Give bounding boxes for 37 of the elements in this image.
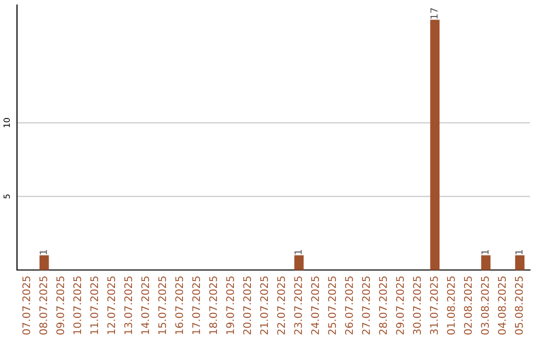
x-tick-label: 08.07.2025 bbox=[39, 276, 48, 335]
x-tick-label: 05.08.2025 bbox=[514, 276, 523, 335]
x-tick-label: 01.08.2025 bbox=[447, 276, 455, 335]
data-label: 1 bbox=[481, 250, 489, 254]
data-label: 1 bbox=[515, 250, 522, 254]
y-tick-label: 5 bbox=[4, 194, 10, 198]
data-label: 1 bbox=[294, 250, 302, 254]
x-tick-label: 14.07.2025 bbox=[141, 276, 150, 334]
x-tick-label: 04.08.2025 bbox=[498, 276, 506, 335]
data-label: 17 bbox=[430, 8, 438, 19]
x-tick-label: 22.07.2025 bbox=[277, 276, 286, 334]
x-tick-label: 15.07.2025 bbox=[158, 276, 166, 334]
x-tick-label: 10.07.2025 bbox=[73, 276, 82, 334]
x-tick-label: 25.07.2025 bbox=[328, 276, 336, 334]
x-tick-label: 19.07.2025 bbox=[226, 276, 234, 334]
x-tick-label: 02.08.2025 bbox=[464, 276, 472, 335]
x-tick-label: 26.07.2025 bbox=[345, 276, 353, 334]
x-tick-label: 31.07.2025 bbox=[430, 276, 438, 334]
x-tick-label: 11.07.2025 bbox=[90, 276, 98, 334]
x-tick-label: 24.07.2025 bbox=[311, 276, 319, 334]
x-tick-label: 27.07.2025 bbox=[362, 276, 370, 334]
x-tick-label: 20.07.2025 bbox=[243, 276, 252, 334]
x-tick-label: 21.07.2025 bbox=[260, 276, 268, 334]
x-tick-label: 16.07.2025 bbox=[175, 276, 184, 334]
x-tick-label: 12.07.2025 bbox=[107, 276, 116, 334]
x-tick-label: 29.07.2025 bbox=[396, 276, 404, 334]
x-tick-label: 03.08.2025 bbox=[480, 276, 489, 335]
y-tick-label: 10 bbox=[4, 118, 10, 128]
x-tick-label: 18.07.2025 bbox=[209, 276, 218, 334]
x-tick-label: 09.07.2025 bbox=[56, 276, 64, 335]
x-tick-label: 28.07.2025 bbox=[379, 276, 387, 334]
x-tick-label: 07.07.2025 bbox=[22, 276, 30, 335]
data-label: 1 bbox=[40, 250, 47, 254]
x-tick-label: 23.07.2025 bbox=[294, 276, 302, 334]
x-tick-label: 30.07.2025 bbox=[413, 276, 421, 334]
x-tick-label: 13.07.2025 bbox=[124, 276, 132, 334]
x-tick-label: 17.07.2025 bbox=[192, 276, 200, 334]
